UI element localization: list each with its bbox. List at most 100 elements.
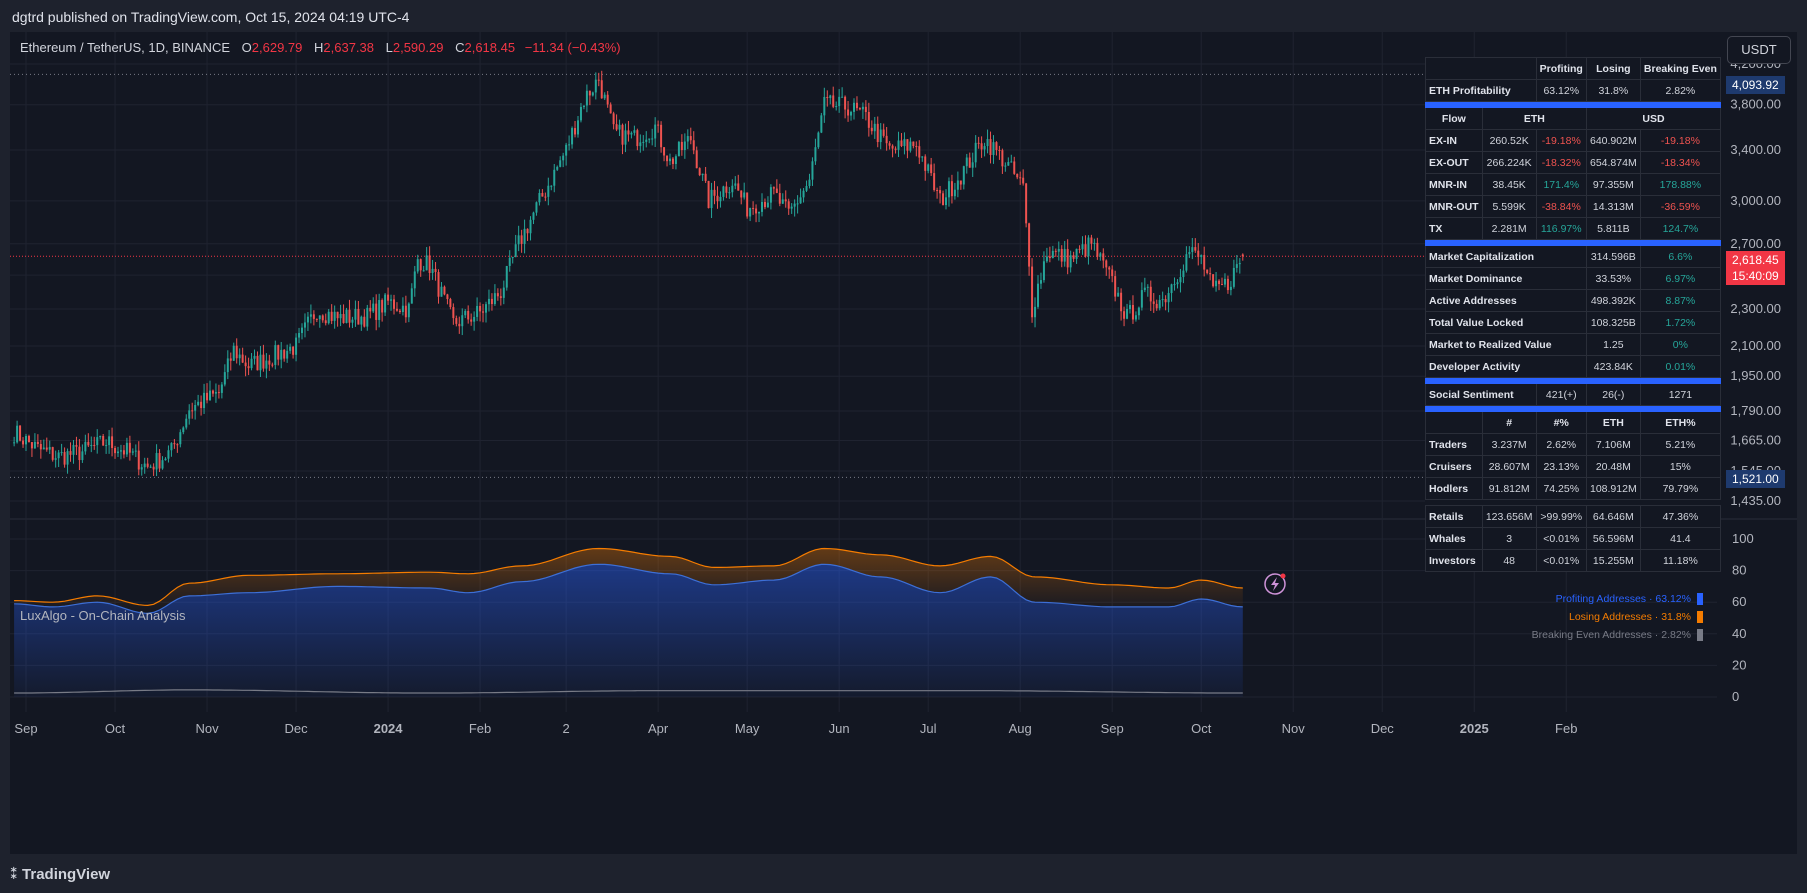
candle-body (244, 362, 247, 367)
candle-body (422, 270, 425, 272)
candle-body (194, 405, 197, 411)
candle-body (1001, 150, 1004, 167)
candle-body (458, 323, 461, 327)
candle-body (621, 124, 624, 145)
candle-body (716, 195, 719, 202)
candle-body (615, 124, 618, 130)
legend-breaking-even-swatch (1697, 629, 1703, 642)
candle-body (1069, 255, 1072, 268)
candle-body (452, 307, 455, 319)
holder-row-cell: Traders (1425, 433, 1483, 456)
candle-body (1238, 263, 1241, 265)
candle-body (1016, 173, 1019, 178)
candle-body (1075, 248, 1078, 259)
candle-body (950, 181, 953, 197)
candle-body (217, 392, 220, 394)
candle-body (559, 160, 562, 167)
size-row-cell: >99.99% (1535, 505, 1587, 528)
flow-row-cell: EX-IN (1425, 129, 1483, 152)
candle-body (1087, 237, 1090, 257)
size-row-cell: Whales (1425, 527, 1483, 550)
profit-header-row-cell: Losing (1585, 57, 1641, 80)
candle-body (1028, 223, 1031, 267)
candle-body (618, 124, 621, 130)
candle-body (1102, 253, 1105, 261)
candle-body (268, 360, 271, 365)
candle-body (410, 288, 413, 304)
candle-body (96, 437, 99, 446)
candle-body (381, 300, 384, 313)
candle-body (182, 427, 185, 433)
holder-row: Hodlers 91.812M 74.25% 108.912M 79.79% (1425, 477, 1722, 500)
candle-body (1114, 276, 1117, 297)
currency-button[interactable]: USDT (1727, 36, 1791, 64)
breaking-even-line (14, 689, 1243, 694)
candle-body (330, 311, 333, 321)
time-axis-label: Jun (829, 721, 850, 736)
candle-body (562, 155, 565, 161)
flow-row-cell: -19.18% (1535, 129, 1587, 152)
legend-losing-swatch (1697, 611, 1703, 624)
candle-body (485, 304, 487, 313)
candle-body (921, 156, 924, 158)
candle-body (351, 319, 354, 323)
close-value: 2,618.45 (464, 40, 516, 55)
candle-body (125, 442, 128, 455)
candle-body (203, 392, 206, 409)
symbol-name[interactable]: Ethereum / TetherUS, 1D, BINANCE (20, 40, 231, 55)
candle-body (891, 145, 894, 149)
candle-body (965, 157, 968, 167)
candle-body (517, 235, 520, 245)
time-axis-label: Sep (1101, 721, 1124, 736)
candle-body (312, 314, 315, 319)
high-tag-value: 4,093.92 (1726, 76, 1785, 94)
candle-body (980, 143, 983, 150)
candle-body (134, 450, 137, 452)
flow-row: MNR-OUT 5.599K -38.84% 14.313M -36.59% (1425, 195, 1722, 218)
candle-body (13, 442, 16, 444)
open-label: O (241, 40, 252, 55)
candle-body (763, 201, 766, 208)
candle-body (25, 435, 27, 445)
candle-body (977, 142, 980, 144)
tradingview-logo[interactable]: ⁑ TradingView (10, 865, 110, 883)
candle-body (496, 293, 499, 297)
candle-body (1194, 247, 1197, 251)
chart-frame[interactable]: 1,435.001,545.001,665.001,790.001,950.00… (10, 32, 1797, 854)
price-axis-label: 1,950.00 (1730, 368, 1781, 383)
flow-row-cell: EX-OUT (1425, 151, 1483, 174)
candle-body (476, 305, 479, 317)
candle-body (401, 305, 404, 312)
candle-body (303, 322, 306, 328)
metric-row: Developer Activity 423.84K 0.01% (1425, 355, 1722, 378)
metric-row-cell: Developer Activity (1425, 355, 1587, 378)
candle-body (1200, 255, 1203, 257)
candle-body (229, 358, 232, 361)
metric-row: Active Addresses 498.392K 8.87% (1425, 289, 1722, 312)
candle-body (761, 201, 763, 212)
candle-body (755, 208, 758, 214)
candle-body (69, 451, 72, 455)
flow-row-cell: 5.599K (1481, 195, 1537, 218)
candle-body (30, 442, 33, 449)
candle-body (642, 141, 645, 143)
candle-body (262, 354, 265, 369)
candle-body (161, 460, 164, 469)
candle-body (772, 187, 775, 189)
candle-body (728, 192, 731, 194)
candle-body (173, 443, 176, 445)
flow-row-cell: MNR-IN (1425, 173, 1483, 196)
candle-body (200, 401, 203, 409)
candle-body (226, 358, 229, 373)
candle-body (1081, 244, 1084, 250)
candle-body (87, 441, 90, 446)
price-axis-label: 3,400.00 (1730, 142, 1781, 157)
lightning-icon-circle (1264, 573, 1286, 595)
sentiment-row-cell: 1271 (1639, 383, 1722, 406)
candle-body (633, 130, 636, 133)
candle-body (1158, 300, 1161, 309)
candle-body (740, 190, 743, 198)
indicator-title[interactable]: LuxAlgo - On-Chain Analysis (20, 608, 186, 623)
candle-body (1134, 315, 1137, 320)
flow-row-cell: 266.224K (1481, 151, 1537, 174)
